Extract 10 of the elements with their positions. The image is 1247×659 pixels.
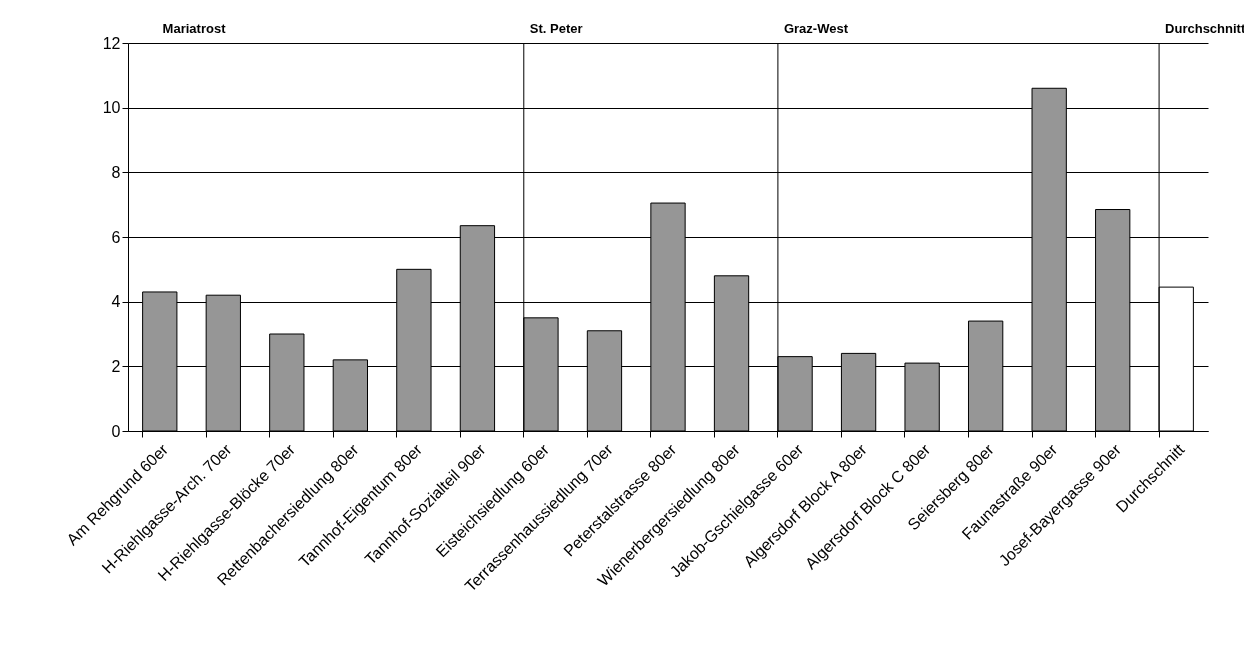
ref-line-label: Graz-West <box>783 21 849 36</box>
y-tick-label: 8 <box>111 163 121 181</box>
y-tick-label: 0 <box>111 422 121 440</box>
y-tick-label: 10 <box>102 99 121 117</box>
y-tick-label: 2 <box>111 357 121 375</box>
ref-line-label: St. Peter <box>529 21 583 36</box>
y-tick-label: 12 <box>102 34 121 52</box>
y-tick-label: 6 <box>111 228 121 246</box>
y-tick-label: 4 <box>111 293 121 311</box>
text: Mariatrost <box>162 21 227 36</box>
